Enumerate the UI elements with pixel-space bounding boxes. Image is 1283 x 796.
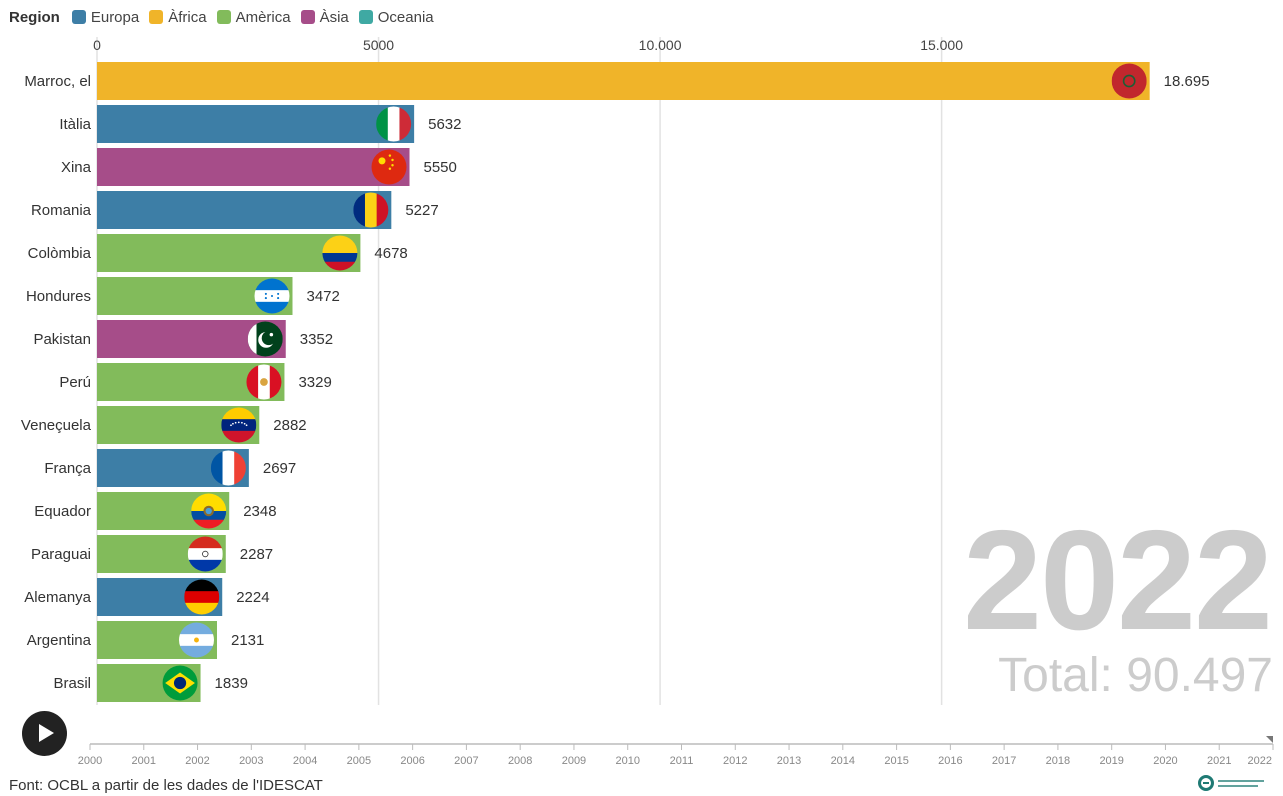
value-label: 3472 xyxy=(307,288,340,305)
current-year-display: 2022 xyxy=(963,510,1271,652)
country-label: Marroc, el xyxy=(24,73,91,90)
timeline-year-label: 2018 xyxy=(1046,755,1070,767)
value-label: 1839 xyxy=(215,675,248,692)
timeline-year-label: 2010 xyxy=(615,755,639,767)
country-label: Veneçuela xyxy=(21,417,92,434)
timeline-year-label: 2004 xyxy=(293,755,317,767)
value-label: 2882 xyxy=(273,417,306,434)
country-label: Argentina xyxy=(27,632,92,649)
timeline-year-label: 2017 xyxy=(992,755,1016,767)
bar-row-6: Pakistan 3352 xyxy=(33,320,333,358)
bar-row-7: Perú 3329 xyxy=(59,363,332,401)
value-label: 2287 xyxy=(240,546,273,563)
source-note: Font: OCBL a partir de les dades de l'ID… xyxy=(9,777,323,794)
value-label: 3352 xyxy=(300,331,333,348)
observatory-logo xyxy=(1198,772,1272,794)
country-label: Equador xyxy=(34,503,91,520)
bar-row-1: Itàlia 5632 xyxy=(59,105,461,143)
bar xyxy=(97,105,414,143)
logo-wordmark xyxy=(1218,780,1264,787)
value-label: 2131 xyxy=(231,632,264,649)
bar xyxy=(97,148,410,186)
pakistan-flag-icon xyxy=(248,322,283,357)
timeline-year-label: 2015 xyxy=(884,755,908,767)
country-label: Romania xyxy=(31,202,92,219)
timeline-year-label: 2007 xyxy=(454,755,478,767)
value-label: 3329 xyxy=(298,374,331,391)
timeline-year-label: 2005 xyxy=(347,755,371,767)
bar xyxy=(97,234,360,272)
bar-row-13: Argentina 2131 xyxy=(27,621,265,659)
x-tick-label-1: 5000 xyxy=(363,37,394,53)
x-tick-label-3: 15.000 xyxy=(920,37,963,53)
bar-row-8: Veneçuela 2882 xyxy=(21,406,307,444)
country-label: Pakistan xyxy=(33,331,91,348)
bar-row-10: Equador 2348 xyxy=(34,492,276,530)
timeline-year-label: 2006 xyxy=(400,755,424,767)
country-label: Perú xyxy=(59,374,91,391)
value-label: 4678 xyxy=(374,245,407,262)
country-label: França xyxy=(44,460,91,477)
bar-row-2: Xina 5550 xyxy=(61,148,457,186)
morocco-flag-icon xyxy=(1112,64,1147,99)
bar-row-11: Paraguai 2287 xyxy=(31,535,273,573)
china-flag-icon xyxy=(372,150,407,185)
timeline-year-label: 2001 xyxy=(132,755,156,767)
timeline-year-label: 2008 xyxy=(508,755,532,767)
year-timeline[interactable]: 2000 2001 2002 2003 2004 2005 2006 2007 2008 2009… xyxy=(0,728,1283,770)
x-tick-label-0: 0 xyxy=(93,37,101,53)
country-label: Paraguai xyxy=(31,546,91,563)
timeline-handle xyxy=(1266,736,1273,743)
value-label: 2697 xyxy=(263,460,296,477)
value-label: 5550 xyxy=(424,159,457,176)
brazil-flag-icon xyxy=(163,666,198,701)
total-display: Total: 90.497 xyxy=(998,652,1273,700)
timeline-year-label: 2003 xyxy=(239,755,263,767)
bar-row-14: Brasil 1839 xyxy=(53,664,247,702)
country-label: Itàlia xyxy=(59,116,91,133)
timeline-year-label: 2002 xyxy=(185,755,209,767)
country-label: Alemanya xyxy=(24,589,91,606)
timeline-year-label: 2013 xyxy=(777,755,801,767)
timeline-year-label: 2021 xyxy=(1207,755,1231,767)
bar-row-12: Alemanya 2224 xyxy=(24,578,269,616)
value-label: 5632 xyxy=(428,116,461,133)
bar xyxy=(97,191,391,229)
country-label: Xina xyxy=(61,159,92,176)
timeline-year-label: 2022 xyxy=(1248,755,1272,767)
bar-row-4: Colòmbia 4678 xyxy=(28,234,408,272)
timeline-year-label: 2009 xyxy=(562,755,586,767)
value-label: 5227 xyxy=(405,202,438,219)
timeline-year-label: 2019 xyxy=(1099,755,1123,767)
timeline-year-label: 2016 xyxy=(938,755,962,767)
value-label: 2348 xyxy=(243,503,276,520)
country-label: Colòmbia xyxy=(28,245,92,262)
logo-ring-icon xyxy=(1198,775,1214,791)
timeline-year-label: 2000 xyxy=(78,755,102,767)
timeline-year-label: 2011 xyxy=(670,755,694,767)
bar-row-9: França 2697 xyxy=(44,449,296,487)
x-tick-label-2: 10.000 xyxy=(639,37,682,53)
bar-row-0: Marroc, el 18.695 xyxy=(24,62,1209,100)
value-label: 18.695 xyxy=(1164,73,1210,90)
timeline-year-label: 2014 xyxy=(831,755,855,767)
timeline-year-label: 2012 xyxy=(723,755,747,767)
value-label: 2224 xyxy=(236,589,269,606)
country-label: Hondures xyxy=(26,288,91,305)
timeline-year-label: 2020 xyxy=(1153,755,1177,767)
bar-row-5: Hondures 3472 xyxy=(26,277,340,315)
country-label: Brasil xyxy=(53,675,91,692)
bar xyxy=(97,62,1150,100)
bar-row-3: Romania 5227 xyxy=(31,191,439,229)
